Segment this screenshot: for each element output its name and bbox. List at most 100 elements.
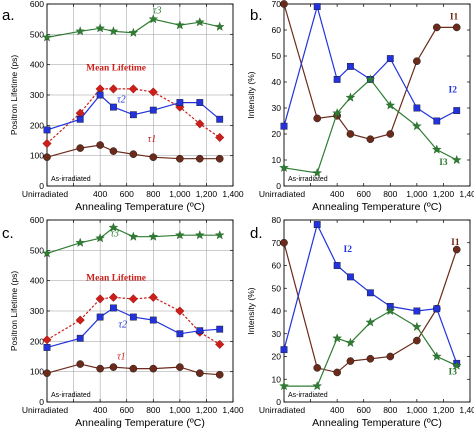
data-point — [42, 138, 52, 149]
data-point — [108, 26, 119, 36]
series-line — [46, 296, 221, 345]
data-point — [196, 99, 204, 106]
data-point — [129, 313, 137, 321]
data-point — [386, 352, 395, 361]
data-point — [196, 327, 204, 335]
chart-panel-4: d. Unirradiated 400 600 800 1,000 1,200 1,400 0 1… — [246, 215, 474, 428]
data-point — [333, 368, 341, 377]
x-tick-label: 1,400 — [459, 189, 474, 199]
data-point — [76, 334, 84, 342]
data-point — [215, 154, 224, 163]
series-τ3 — [42, 222, 225, 258]
data-point — [43, 369, 51, 378]
y-tick-label: 50 — [272, 51, 282, 61]
data-point — [76, 360, 85, 368]
series-i1 — [280, 238, 461, 377]
data-point — [347, 63, 354, 70]
y-tick-label: 0 — [39, 181, 44, 191]
series-label: τ2 — [117, 95, 126, 106]
series-mean-lifetime — [42, 292, 225, 349]
data-point — [175, 306, 185, 316]
data-point — [216, 115, 224, 123]
x-axis-title: Annealing Temperature (ºC) — [312, 201, 442, 213]
data-point — [332, 108, 342, 118]
panel-letter: a. — [2, 7, 15, 24]
data-point — [346, 357, 355, 365]
data-point — [75, 315, 85, 325]
y-axis-title: Intensity (%) — [246, 287, 256, 334]
data-point — [451, 154, 462, 165]
data-point — [215, 370, 224, 379]
data-point — [195, 17, 205, 27]
x-tick-label: Unirradiated — [259, 189, 306, 199]
y-tick-label: 100 — [30, 151, 44, 161]
y-tick-label: 0 — [276, 181, 281, 191]
y-tick-label: 40 — [272, 77, 282, 87]
data-point — [129, 364, 138, 373]
data-point — [313, 364, 322, 372]
series-i1 — [280, 0, 461, 144]
data-point — [366, 354, 375, 363]
data-point — [280, 122, 288, 130]
data-point — [43, 344, 51, 351]
data-point — [386, 55, 394, 63]
data-point — [148, 231, 159, 241]
series-label: I2 — [449, 85, 458, 95]
x-tick-label: 1,400 — [459, 405, 474, 415]
x-tick-label: 600 — [357, 405, 371, 415]
data-point — [312, 167, 322, 178]
x-tick-label: 1,000 — [169, 405, 191, 415]
data-point — [149, 364, 158, 373]
x-tick-label: 1,400 — [222, 405, 244, 415]
series-label: Mean Lifetime — [86, 274, 146, 284]
y-tick-label: 200 — [30, 336, 44, 346]
data-point — [451, 360, 462, 370]
data-point — [95, 233, 105, 243]
data-point — [313, 114, 322, 123]
y-tick-label: 60 — [272, 261, 282, 271]
data-point — [195, 154, 204, 163]
data-point — [332, 333, 342, 343]
y-axis-title: Positron Lifetime (ps) — [9, 55, 19, 135]
data-point — [385, 100, 396, 110]
y-tick-label: 80 — [272, 215, 282, 225]
y-tick-label: 300 — [30, 90, 44, 100]
series-line — [283, 3, 457, 140]
data-point — [195, 119, 205, 129]
series-τ3 — [42, 14, 225, 42]
x-tick-label: Unirradiated — [22, 189, 69, 199]
x-tick-label: 400 — [93, 405, 107, 415]
plot-frame — [283, 3, 471, 187]
data-point — [433, 117, 441, 125]
data-point — [96, 91, 104, 99]
data-point — [149, 106, 157, 114]
data-point — [176, 154, 184, 163]
x-tick-label: 600 — [120, 405, 134, 415]
data-point — [75, 237, 85, 247]
as-irradiated-note: As-irradiated — [51, 176, 91, 183]
chart-panel-2: b. Unirradiated 400 600 800 1,000 1,200 1,400 0 1… — [246, 0, 474, 213]
x-tick-label: 1,200 — [433, 189, 455, 199]
data-point — [366, 289, 374, 297]
data-point — [109, 363, 118, 371]
data-point — [280, 0, 288, 8]
data-point — [365, 317, 376, 327]
x-tick-label: 800 — [146, 189, 160, 199]
data-point — [95, 294, 105, 304]
series-τ1 — [43, 141, 224, 163]
data-point — [95, 23, 105, 33]
series-label: τ1 — [117, 352, 126, 363]
data-point — [43, 126, 51, 134]
data-point — [386, 130, 395, 138]
y-tick-label: 50 — [272, 283, 282, 293]
series-label: Mean Lifetime — [86, 64, 146, 74]
data-point — [366, 135, 375, 144]
data-point — [385, 305, 396, 316]
data-point — [452, 245, 461, 254]
x-tick-label: 600 — [357, 189, 371, 199]
data-point — [195, 369, 204, 378]
data-point — [129, 150, 138, 158]
data-point — [129, 111, 137, 119]
y-tick-label: 10 — [272, 374, 282, 384]
panel-letter: d. — [250, 225, 263, 242]
